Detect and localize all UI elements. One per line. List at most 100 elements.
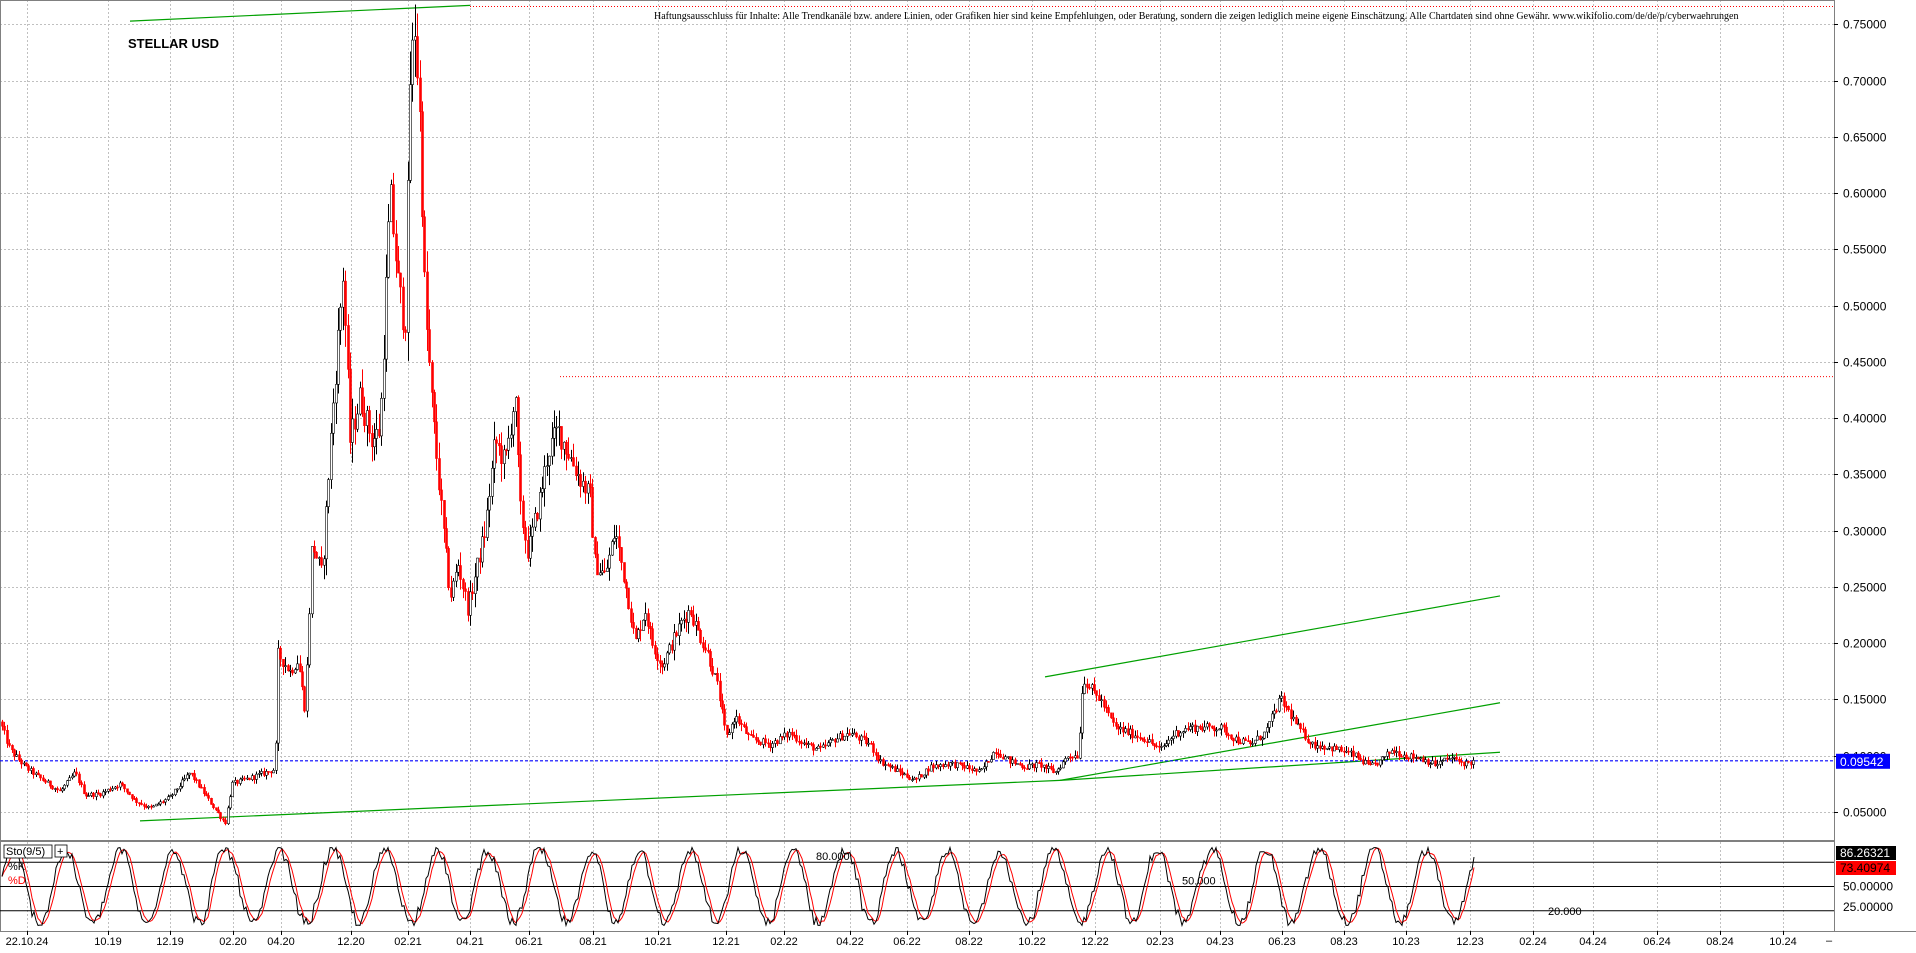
candle-down [740,723,743,725]
candle-up [985,761,988,768]
candle-down [1038,762,1041,764]
candle-up [1321,745,1324,749]
x-axis-ticks: 22.10.24 10.19 12.19 02.20 04.20 12.20 02.21 04… [6,931,1797,948]
candle-down [1237,736,1240,744]
y-tick-label: 0.50000 [1843,300,1887,314]
candle-down [447,548,450,588]
candle-down [1299,723,1302,730]
candle-down [128,791,131,795]
candle-up [615,536,618,539]
candle-down [131,794,134,799]
candle-up [663,663,666,668]
stochastic-y-ticks: 50.00000 25.00000 [1843,880,1893,914]
candle-up [1395,751,1398,753]
x-tick-label: 22.10.24 [6,936,49,948]
candle-up [1391,750,1394,754]
stochastic-toggle-button[interactable] [54,844,68,858]
candle-down [1199,725,1202,729]
candle-down [1239,742,1242,745]
candle-up [642,619,645,631]
candle-down [623,562,626,583]
candle-up [1364,760,1367,765]
candle-up [251,775,254,780]
candle-down [80,782,83,785]
candle-up [836,738,839,743]
candle-up [1338,746,1341,750]
candle-down [524,527,527,541]
candle-down [361,387,364,414]
candle-down [987,761,990,763]
candle-down [1285,705,1288,708]
candle-down [620,547,623,563]
candle-down [1026,768,1029,770]
x-tick-label: 04.23 [1206,936,1234,948]
candle-down [750,734,753,736]
y-tick-label: 0.75000 [1843,18,1887,32]
candle-up [325,506,328,560]
candle-down [1244,738,1247,741]
candle-up [608,554,611,569]
candle-down [1309,742,1312,745]
candle-up [1311,741,1314,745]
candle-up [1059,767,1062,770]
candle-down [1227,734,1230,737]
candle-down [1093,684,1096,691]
candle-down [267,771,270,773]
candle-down [1230,734,1233,739]
candle-up [1011,759,1014,764]
candle-down [875,752,878,756]
candle-down [865,737,868,745]
candle-down [200,786,203,789]
disclaimer-text: Haftungsausschluss für Inhalte: Alle Tre… [654,11,1739,22]
candle-down [1127,728,1130,735]
candle-up [541,488,544,493]
candle-down [1340,746,1343,752]
candle-down [435,421,438,459]
candle-down [222,818,225,821]
candle-down [1304,729,1307,740]
candle-up [241,777,244,780]
candle-up [380,397,383,437]
candle-down [589,483,592,488]
candle-down [651,628,654,646]
candle-up [1326,747,1329,750]
candle-up [788,731,791,738]
x-tick-label: 06.21 [515,936,543,948]
candle-up [1443,757,1446,761]
candle-down [560,426,563,450]
candle-down [349,369,352,443]
candle-down [711,666,714,675]
candle-down [198,779,201,788]
candle-up [990,759,993,763]
candle-up [1472,760,1475,765]
candle-down [1287,706,1290,711]
scroll-right-icon[interactable]: – [1826,935,1833,947]
candle-up [486,509,489,538]
level-80-label: 80.000 [816,851,850,863]
candle-down [299,663,302,673]
candle-up [1280,695,1283,699]
candle-up [1278,698,1281,712]
candle-up [176,788,179,791]
candle-up [246,777,249,780]
candle-up [1134,735,1137,739]
candle-down [140,803,143,805]
candle-up [507,437,510,451]
candle-up [239,778,242,784]
candle-up [373,438,376,448]
candle-down [999,753,1002,758]
candle-up [169,795,172,797]
candle-up [188,772,191,776]
candle-down [1434,760,1437,767]
candle-down [1103,699,1106,708]
candle-down [1177,730,1180,737]
candle-up [87,795,90,797]
candle-down [536,513,539,520]
candle-down [961,762,964,766]
candle-down [1446,757,1449,760]
y-tick-label: 0.40000 [1843,412,1887,426]
candle-down [747,733,750,735]
candle-down [392,184,395,235]
candle-down [767,742,770,745]
candle-up [1079,732,1082,759]
